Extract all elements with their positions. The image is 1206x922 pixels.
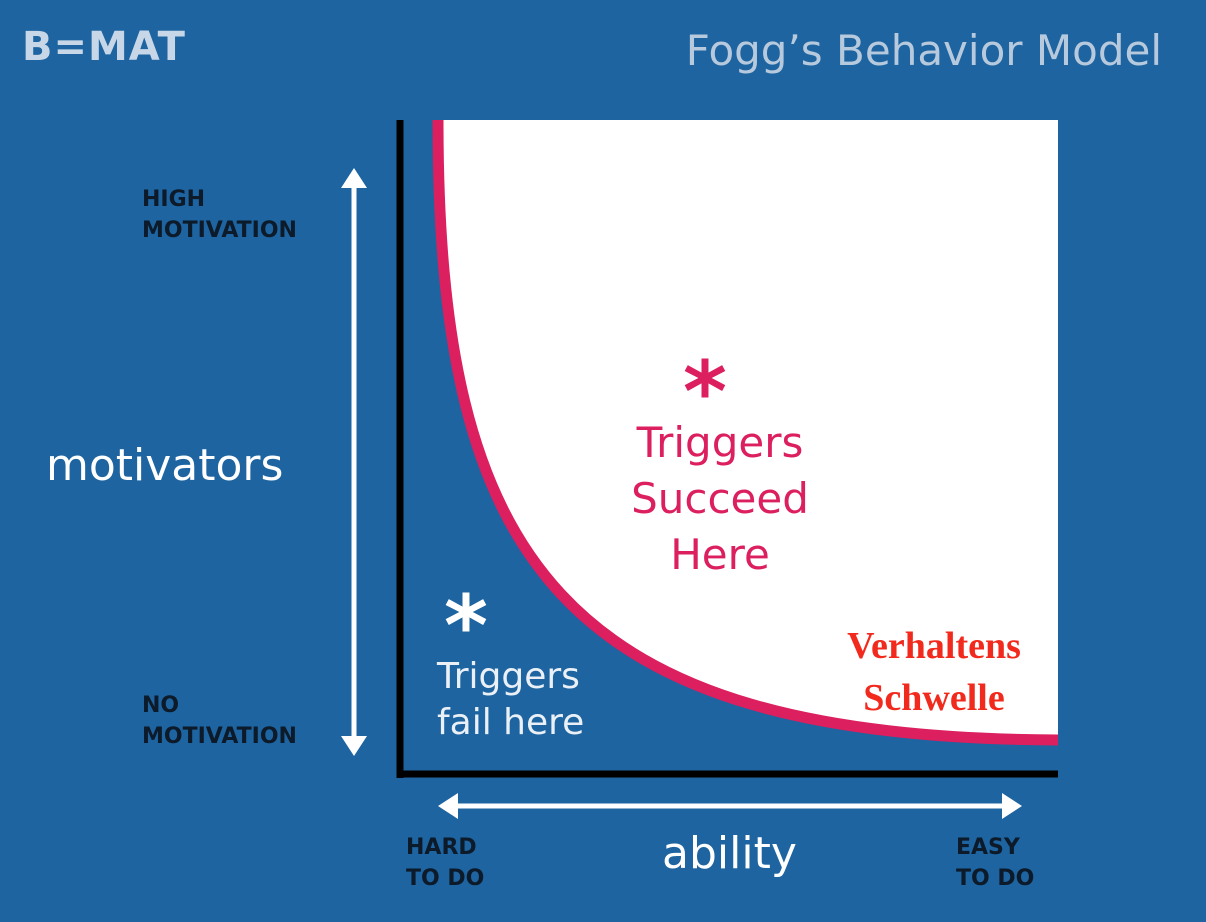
x-axis-title: ability [662, 828, 797, 879]
hard-to-do-line1: HARD [406, 835, 477, 860]
high-motivation-line2: MOTIVATION [142, 218, 297, 243]
y-axis-title: motivators [46, 440, 284, 491]
motivation-double-arrow [341, 168, 367, 756]
triggers-succeed-text: Triggers Succeed Here [600, 415, 840, 583]
easy-to-do-line2: TO DO [956, 866, 1035, 891]
action-threshold-curve [432, 119, 1059, 746]
no-motivation-line2: MOTIVATION [142, 724, 297, 749]
triggers-fail-text: Triggers fail here [437, 654, 584, 746]
triggers-succeed-line1: Triggers [636, 418, 804, 467]
triggers-fail-line2: fail here [437, 702, 585, 743]
annotation-line2: Schwelle [863, 677, 1005, 719]
brand-logo-text: B=MAT [22, 24, 186, 70]
easy-to-do-line1: EASY [956, 835, 1020, 860]
hard-to-do-label: HARD TO DO [406, 832, 484, 894]
high-motivation-line1: HIGH [142, 187, 206, 212]
page-title: Fogg’s Behavior Model [685, 26, 1162, 75]
success-asterisk-icon: * [683, 343, 727, 441]
ability-double-arrow [438, 793, 1022, 819]
triggers-fail-line1: Triggers [437, 656, 580, 697]
triggers-succeed-line2: Succeed [631, 474, 809, 523]
fail-asterisk-icon: * [444, 577, 488, 675]
annotation-line1: Verhaltens [847, 625, 1021, 667]
failure-zone [400, 120, 1058, 776]
behavior-threshold-annotation: Verhaltens Schwelle [810, 620, 1058, 724]
hard-to-do-line2: TO DO [406, 866, 485, 891]
high-motivation-label: HIGH MOTIVATION [142, 184, 297, 246]
no-motivation-line1: NO [142, 693, 180, 718]
no-motivation-label: NO MOTIVATION [142, 690, 297, 752]
triggers-succeed-line3: Here [670, 530, 770, 579]
easy-to-do-label: EASY TO DO [956, 832, 1034, 894]
